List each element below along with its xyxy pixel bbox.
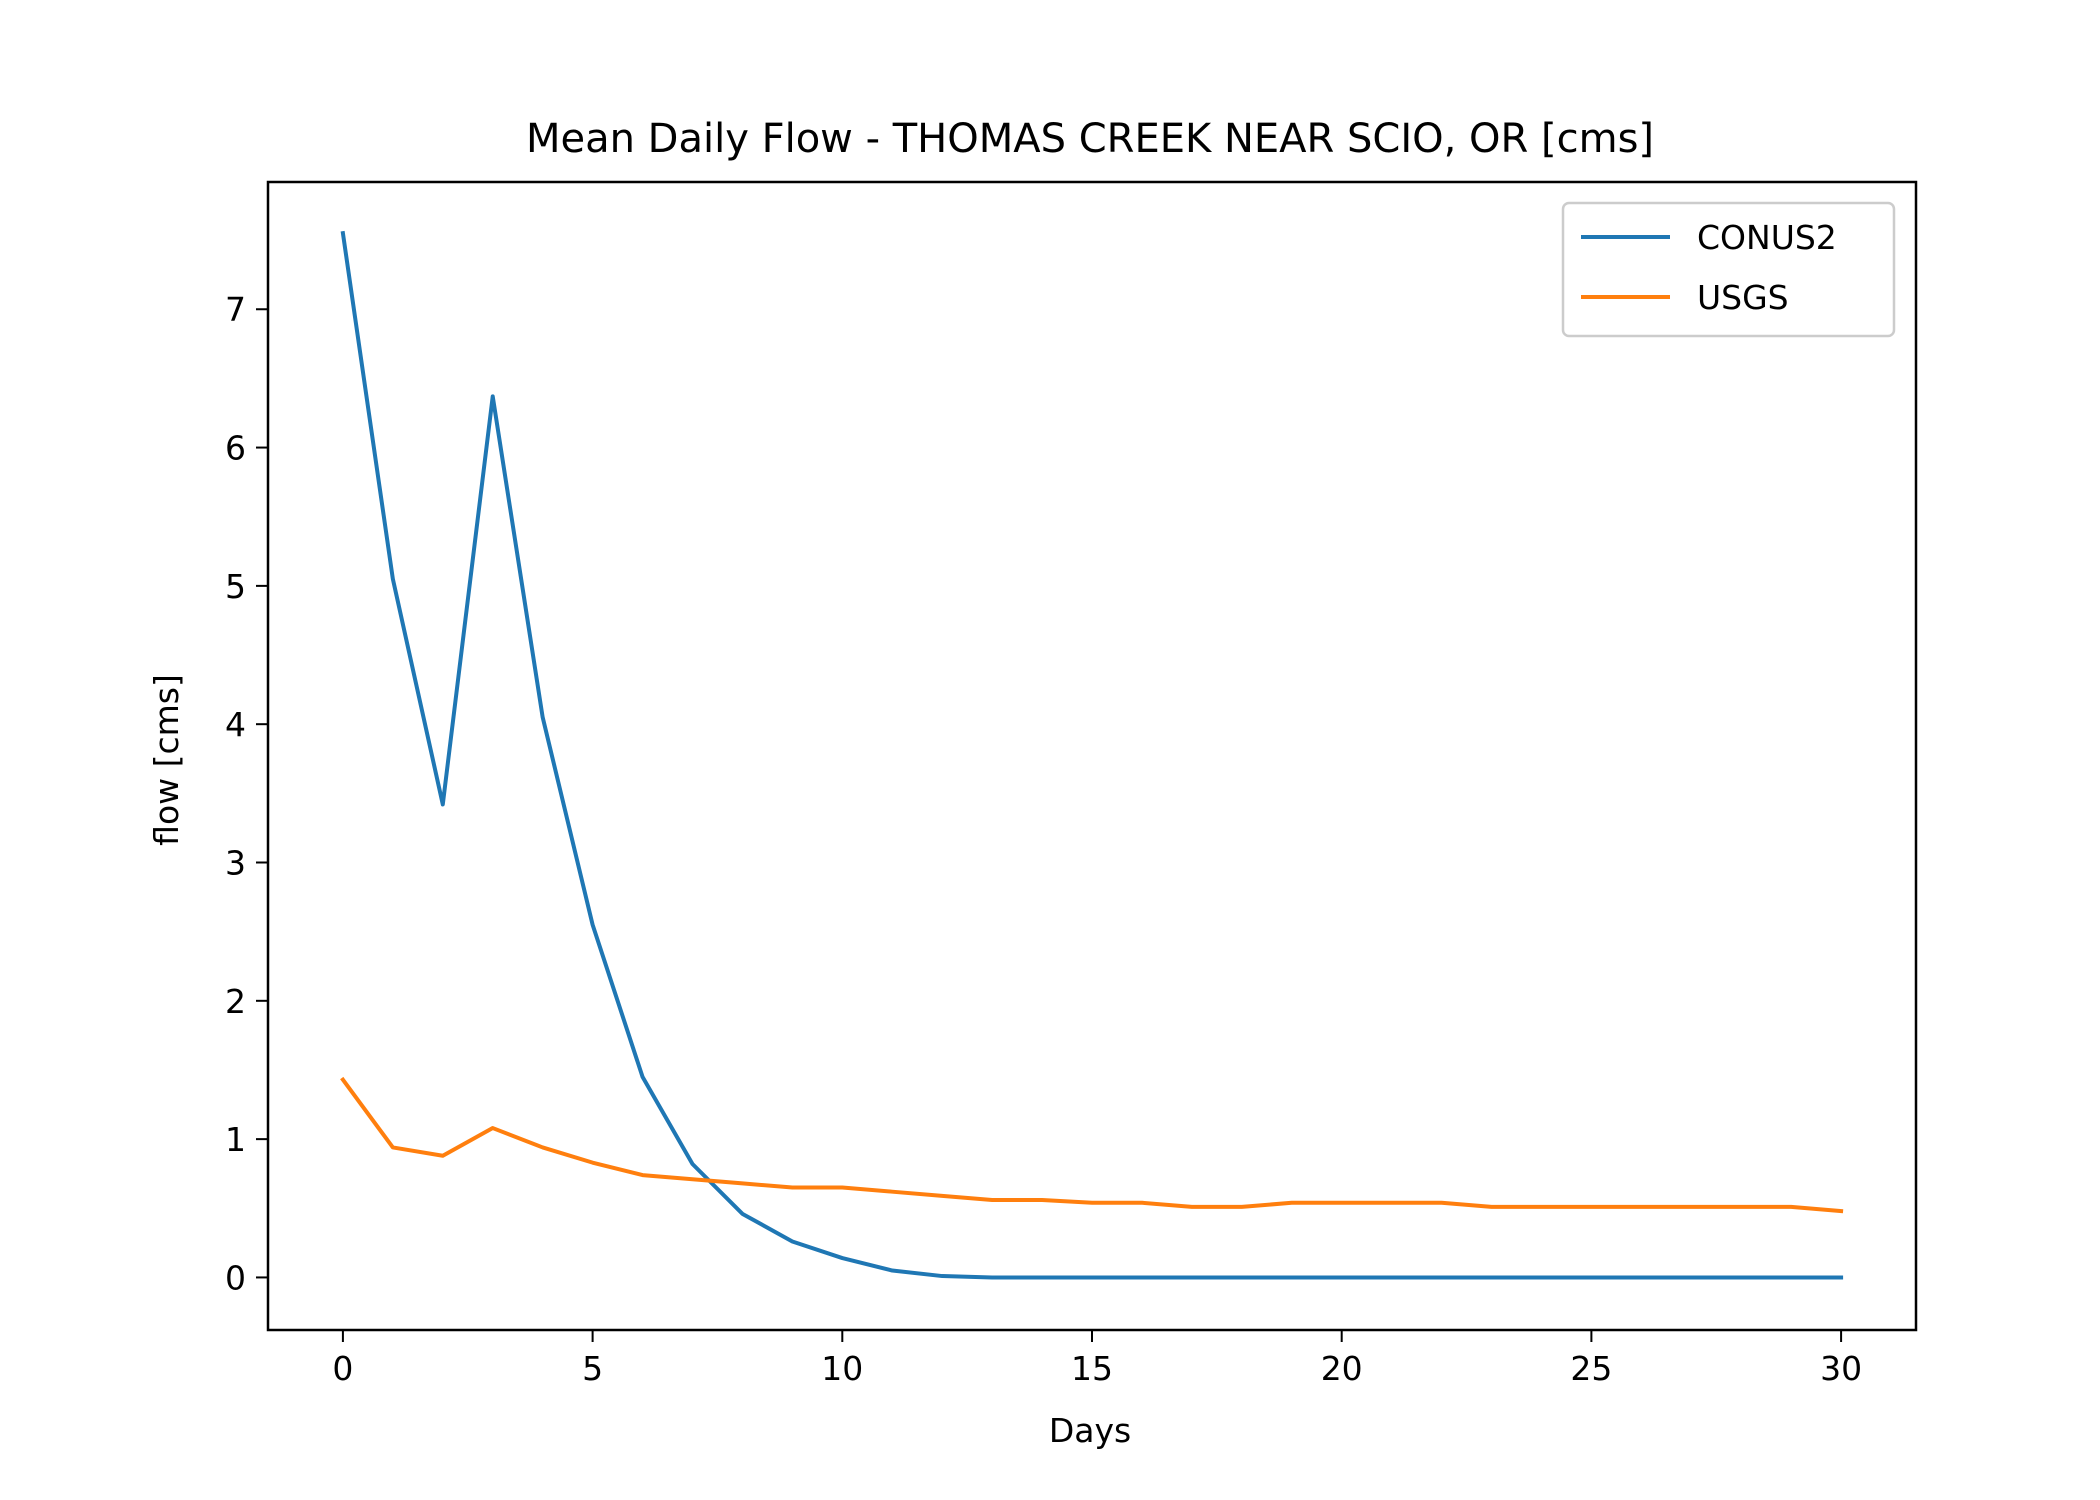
x-tick-label: 25 bbox=[1570, 1349, 1612, 1388]
legend-label-conus2: CONUS2 bbox=[1697, 218, 1837, 257]
y-axis: 0 1 2 3 4 5 6 7 bbox=[225, 290, 268, 1297]
x-axis-label: Days bbox=[1049, 1411, 1131, 1450]
x-tick-label: 20 bbox=[1321, 1349, 1363, 1388]
x-tick-label: 5 bbox=[582, 1349, 603, 1388]
y-tick-label: 3 bbox=[225, 844, 246, 883]
x-tick-label: 30 bbox=[1820, 1349, 1862, 1388]
chart-title: Mean Daily Flow - THOMAS CREEK NEAR SCIO… bbox=[526, 116, 1654, 162]
y-axis-label: flow [cms] bbox=[147, 674, 186, 846]
series-line-usgs bbox=[340, 1076, 1844, 1214]
x-axis: 0 5 10 15 20 25 30 bbox=[332, 1330, 1862, 1388]
series-line-conus2 bbox=[340, 230, 1844, 1280]
y-tick-label: 1 bbox=[225, 1120, 246, 1159]
y-tick-label: 6 bbox=[225, 429, 246, 468]
y-tick-label: 4 bbox=[225, 705, 246, 744]
series-group bbox=[340, 230, 1844, 1280]
y-tick-label: 0 bbox=[225, 1258, 246, 1297]
x-tick-label: 15 bbox=[1071, 1349, 1113, 1388]
x-tick-label: 10 bbox=[821, 1349, 863, 1388]
y-tick-label: 5 bbox=[225, 567, 246, 606]
legend-label-usgs: USGS bbox=[1697, 278, 1789, 317]
x-tick-label: 0 bbox=[332, 1349, 353, 1388]
y-tick-label: 7 bbox=[225, 290, 246, 329]
legend: CONUS2 USGS bbox=[1561, 201, 1896, 338]
y-tick-label: 2 bbox=[225, 982, 246, 1021]
